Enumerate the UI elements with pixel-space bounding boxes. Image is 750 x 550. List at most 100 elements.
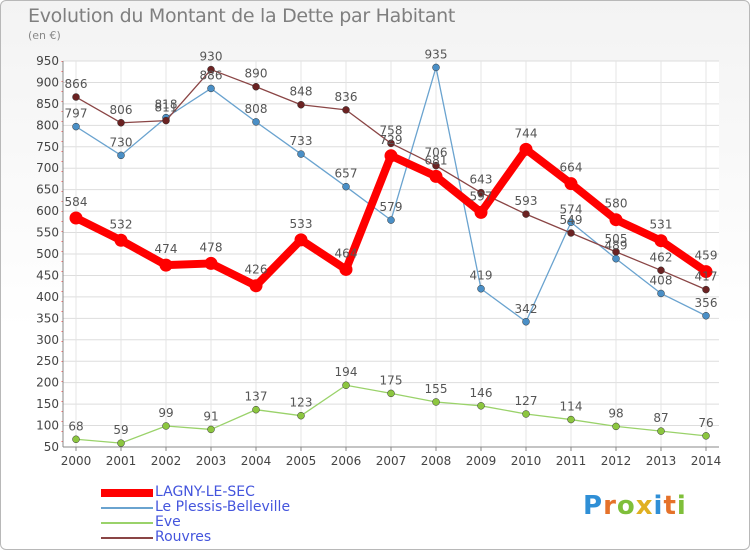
data-point-eve [72, 435, 80, 444]
data-point-eve [477, 402, 485, 410]
data-point-eve [297, 411, 305, 420]
x-tick-label: 2007 [376, 454, 407, 468]
data-label-rouvres: 643 [470, 173, 493, 187]
legend-item-lagny: LAGNY-LE-SEC [101, 484, 361, 500]
legend-swatch-plessis [101, 507, 153, 509]
x-tick-label: 2008 [421, 454, 452, 468]
data-label-rouvres: 505 [605, 232, 628, 246]
data-label-le-plessis-belleville: 408 [650, 273, 673, 287]
y-tick-label: 200 [36, 376, 59, 390]
data-label-eve: 146 [470, 386, 493, 400]
data-label-eve: 123 [290, 396, 313, 410]
x-tick-label: 2011 [556, 454, 587, 468]
data-label-lagny-le-sec: 532 [110, 217, 133, 231]
x-tick-label: 2006 [331, 454, 362, 468]
data-point-rouvres [387, 139, 395, 148]
y-tick-label: 800 [36, 118, 59, 132]
x-tick-label: 2010 [511, 454, 542, 468]
data-label-lagny-le-sec: 584 [65, 195, 88, 209]
data-label-lagny-le-sec: 464 [335, 246, 358, 260]
y-tick-label: 650 [36, 183, 59, 197]
data-point-le-plessis-belleville [207, 84, 215, 93]
y-tick-label: 100 [36, 419, 59, 433]
data-point-rouvres [342, 106, 350, 114]
data-point-le-plessis-belleville [387, 216, 395, 224]
data-label-lagny-le-sec: 474 [155, 242, 178, 256]
legend-label-rouvres: Rouvres [155, 529, 212, 545]
y-tick-label: 400 [36, 290, 59, 304]
data-point-le-plessis-belleville [117, 151, 125, 160]
data-point-lagny-le-sec [204, 256, 218, 270]
data-point-eve [657, 427, 665, 435]
data-label-eve: 76 [698, 416, 713, 430]
data-point-rouvres [117, 119, 125, 127]
data-label-lagny-le-sec: 531 [650, 218, 673, 232]
data-label-eve: 175 [380, 373, 403, 387]
data-point-lagny-le-sec [339, 262, 353, 276]
data-point-lagny-le-sec [609, 213, 623, 227]
data-label-eve: 137 [245, 390, 268, 404]
y-tick-label: 150 [36, 397, 59, 411]
data-label-eve: 127 [515, 394, 538, 408]
data-label-lagny-le-sec: 580 [605, 197, 628, 211]
data-label-rouvres: 836 [335, 90, 358, 104]
data-point-le-plessis-belleville [342, 182, 350, 191]
y-tick-label: 750 [36, 140, 59, 154]
data-label-rouvres: 706 [425, 146, 448, 160]
data-label-eve: 98 [608, 406, 623, 420]
data-point-lagny-le-sec [114, 233, 128, 247]
data-point-le-plessis-belleville [522, 318, 530, 326]
data-label-rouvres: 848 [290, 85, 313, 99]
data-point-lagny-le-sec [294, 233, 308, 247]
logo-letter: x [635, 491, 654, 521]
data-point-le-plessis-belleville [297, 150, 305, 158]
data-label-rouvres: 890 [245, 67, 268, 81]
data-point-rouvres [702, 285, 710, 294]
logo-letter: i [676, 491, 687, 521]
data-point-lagny-le-sec [654, 234, 668, 248]
legend: LAGNY-LE-SEC Le Plessis-Belleville Eve R… [101, 484, 361, 545]
data-label-le-plessis-belleville: 935 [425, 47, 448, 61]
data-label-lagny-le-sec: 664 [560, 161, 583, 175]
data-point-rouvres [252, 82, 260, 91]
logo-letter: P [583, 491, 604, 521]
y-tick-label: 450 [36, 268, 59, 282]
y-tick-label: 350 [36, 311, 59, 325]
data-label-eve: 194 [335, 365, 358, 379]
data-label-rouvres: 758 [380, 123, 403, 137]
data-point-eve [387, 389, 395, 398]
data-point-le-plessis-belleville [702, 312, 710, 320]
data-point-le-plessis-belleville [477, 284, 485, 293]
data-label-le-plessis-belleville: 419 [470, 269, 493, 283]
data-label-rouvres: 930 [200, 50, 223, 64]
data-point-rouvres [612, 248, 620, 256]
legend-swatch-lagny [101, 489, 153, 497]
data-point-rouvres [477, 188, 485, 197]
data-label-eve: 91 [203, 409, 218, 423]
x-tick-label: 2004 [241, 454, 272, 468]
data-label-lagny-le-sec: 744 [515, 126, 538, 140]
data-point-eve [612, 422, 620, 431]
data-point-rouvres [72, 93, 80, 101]
data-label-rouvres: 811 [155, 101, 178, 115]
data-label-rouvres: 593 [515, 194, 538, 208]
data-label-rouvres: 549 [560, 213, 583, 227]
data-label-lagny-le-sec: 729 [380, 133, 403, 147]
data-point-rouvres [522, 210, 530, 218]
x-tick-label: 2014 [691, 454, 722, 468]
data-point-rouvres [657, 266, 665, 275]
data-label-le-plessis-belleville: 356 [695, 296, 718, 310]
x-tick-label: 2013 [646, 454, 677, 468]
logo-letter: t [663, 491, 677, 521]
data-point-eve [522, 410, 530, 418]
data-point-lagny-le-sec [159, 258, 173, 272]
data-label-rouvres: 806 [110, 103, 133, 117]
legend-swatch-eve [101, 522, 153, 524]
data-point-le-plessis-belleville [567, 218, 575, 227]
y-tick-label: 900 [36, 75, 59, 89]
data-label-lagny-le-sec: 426 [245, 263, 268, 277]
data-label-eve: 155 [425, 382, 448, 396]
legend-item-eve: Eve [101, 514, 361, 530]
logo-letter: o [616, 491, 636, 521]
